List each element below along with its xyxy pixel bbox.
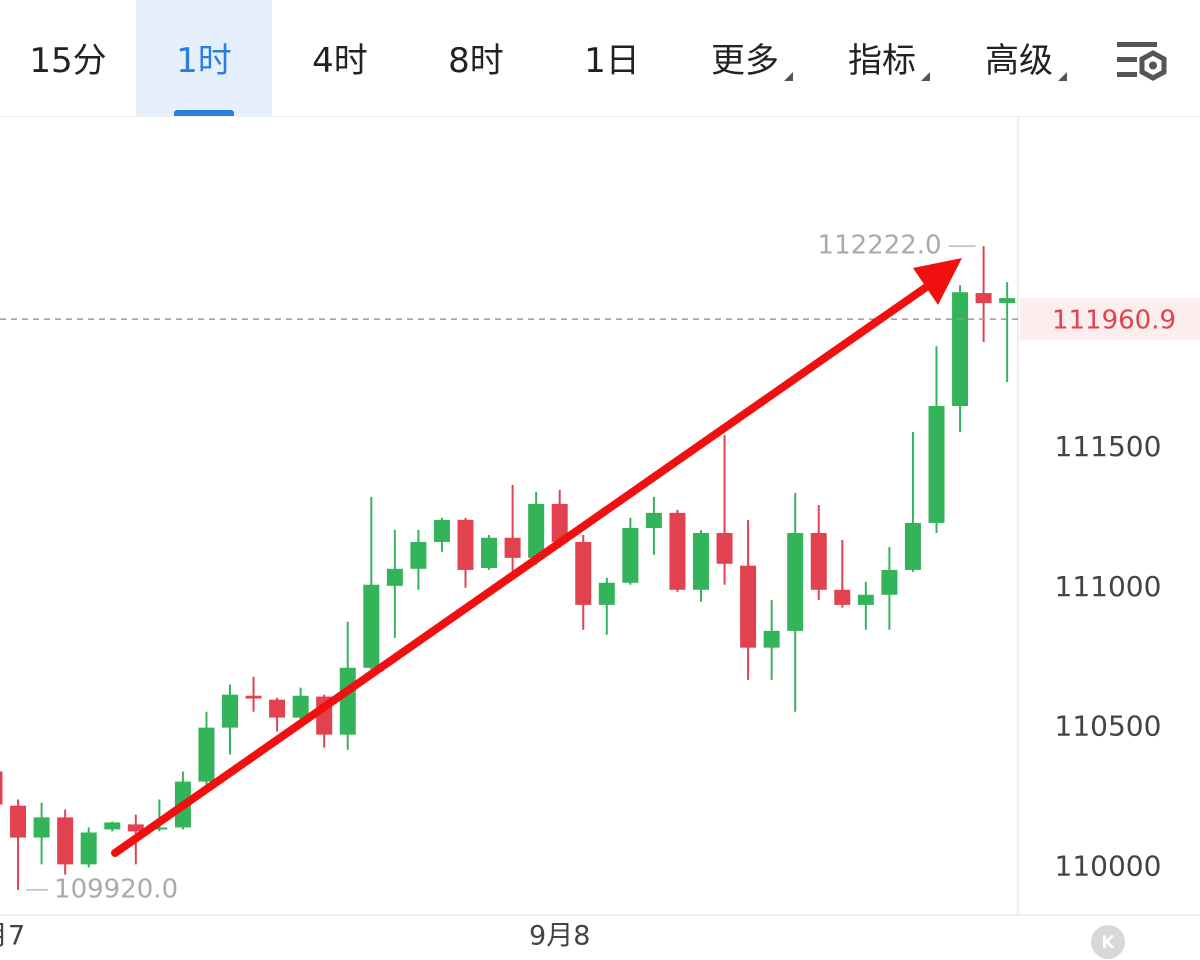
timeframe-tab[interactable]: 1日 bbox=[584, 41, 640, 81]
candle-body bbox=[0, 771, 3, 805]
high-marker-label: 112222.0 bbox=[818, 231, 942, 261]
candle-body bbox=[575, 541, 592, 605]
candle-body bbox=[33, 817, 50, 838]
current-price-label: 111960.9 bbox=[1052, 306, 1176, 336]
x-tick-label: 9月8 bbox=[529, 921, 590, 952]
candle-body bbox=[292, 695, 309, 718]
candle-body bbox=[975, 293, 992, 304]
candle-body bbox=[363, 584, 380, 668]
timeframe-tab[interactable]: 8时 bbox=[448, 41, 504, 81]
candle-body bbox=[504, 537, 521, 558]
candles bbox=[0, 246, 1016, 890]
candle-body bbox=[740, 565, 757, 648]
candle-body bbox=[693, 532, 709, 590]
candle-body bbox=[410, 541, 427, 569]
scroll-end-button[interactable] bbox=[1091, 925, 1125, 959]
low-marker-label: 109920.0 bbox=[54, 874, 178, 904]
candle-body bbox=[787, 532, 804, 631]
menu-dropdown[interactable]: 指标 bbox=[848, 0, 930, 122]
candle-body bbox=[386, 568, 403, 586]
candle-body bbox=[104, 822, 121, 830]
candle-body bbox=[551, 503, 568, 542]
candle-body bbox=[810, 532, 827, 590]
candle-body bbox=[433, 519, 450, 542]
candle-body bbox=[80, 832, 97, 865]
candle-body bbox=[245, 695, 262, 699]
candle-body bbox=[57, 817, 74, 865]
candle-body bbox=[716, 532, 733, 564]
candle-body bbox=[481, 537, 498, 568]
candle-body bbox=[339, 667, 356, 735]
scroll-end-icon: K bbox=[1101, 933, 1115, 953]
candle-body bbox=[598, 582, 615, 605]
candle-body bbox=[904, 522, 921, 570]
y-tick-label: 111000 bbox=[1055, 570, 1162, 603]
candle-body bbox=[222, 694, 238, 728]
timeframe-tab[interactable]: 1时 bbox=[136, 0, 272, 116]
timeframe-tab[interactable]: 15分 bbox=[29, 41, 107, 81]
candle-body bbox=[10, 805, 27, 838]
toolbar: 15分 1时 4时 8时 1日 更多 指标 高级 bbox=[0, 0, 1200, 117]
y-tick-label: 110500 bbox=[1055, 710, 1162, 743]
y-tick-label: 110000 bbox=[1055, 849, 1162, 882]
candle-body bbox=[928, 406, 945, 523]
menu-dropdown[interactable]: 高级 bbox=[985, 0, 1067, 122]
candle-body bbox=[834, 589, 851, 605]
candle-body bbox=[645, 512, 662, 528]
candle-body bbox=[457, 519, 474, 570]
settings-icon[interactable] bbox=[1115, 40, 1171, 86]
candle-body bbox=[952, 292, 969, 407]
candle-body bbox=[151, 827, 168, 830]
candle-body bbox=[622, 527, 639, 583]
candle-body bbox=[763, 630, 780, 648]
candle-body bbox=[999, 298, 1016, 304]
candle-body bbox=[127, 824, 144, 832]
trend-arrow bbox=[111, 258, 962, 857]
candle-body bbox=[857, 594, 874, 605]
candle-body bbox=[198, 727, 215, 782]
candle-body bbox=[669, 512, 686, 590]
candle-body bbox=[269, 699, 286, 718]
x-tick-label: 9月7 bbox=[0, 921, 25, 952]
y-tick-label: 111500 bbox=[1055, 430, 1162, 463]
candle-body bbox=[528, 503, 545, 558]
candle-body bbox=[881, 569, 898, 595]
menu-dropdown[interactable]: 更多 bbox=[711, 0, 793, 122]
timeframe-tab[interactable]: 4时 bbox=[312, 41, 368, 81]
current-price-tag bbox=[1020, 298, 1200, 341]
